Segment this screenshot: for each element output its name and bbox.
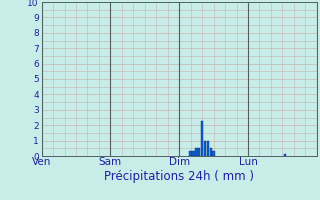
Bar <box>192 151 195 156</box>
Bar <box>195 148 198 156</box>
Bar <box>207 141 209 156</box>
Bar <box>284 154 286 156</box>
Bar <box>204 141 206 156</box>
X-axis label: Précipitations 24h ( mm ): Précipitations 24h ( mm ) <box>104 170 254 183</box>
Bar <box>212 151 215 156</box>
Bar <box>201 121 203 156</box>
Bar <box>198 148 201 156</box>
Bar <box>189 151 192 156</box>
Bar <box>210 148 212 156</box>
